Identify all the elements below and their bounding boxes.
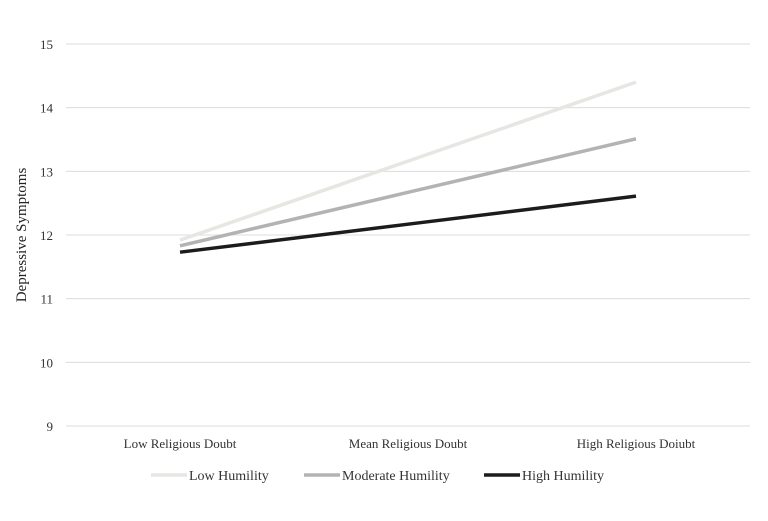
series-line-0: [179, 80, 637, 242]
gridlines: [66, 43, 750, 427]
y-tick-label: 12: [40, 228, 53, 243]
legend-label: Moderate Humility: [342, 469, 450, 484]
legend-item: Low Humility: [151, 469, 269, 484]
y-tick-label: 13: [40, 164, 53, 179]
y-axis-title: Depressive Symptoms: [14, 168, 30, 303]
y-tick-label: 10: [40, 355, 53, 370]
legend: Low Humility Moderate Humility High Humili…: [151, 469, 604, 484]
y-tick-label: 14: [40, 101, 54, 116]
y-tick-labels: 9 10 11 12 13 14 15: [40, 37, 54, 434]
legend-label: Low Humility: [189, 469, 269, 484]
y-tick-label: 9: [47, 419, 54, 434]
x-tick-label: Low Religious Doubt: [124, 436, 237, 451]
legend-item: Moderate Humility: [304, 469, 450, 484]
legend-item: High Humility: [484, 469, 604, 484]
y-tick-label: 15: [40, 37, 53, 52]
x-tick-label: Mean Religious Doubt: [349, 436, 468, 451]
y-tick-label: 11: [40, 292, 53, 307]
legend-label: High Humility: [522, 469, 604, 484]
x-tick-labels: Low Religious Doubt Mean Religious Doubt H…: [124, 436, 696, 451]
x-tick-label: High Religious Doiubt: [577, 436, 696, 451]
series-lines: [179, 80, 637, 254]
series-line-2: [179, 194, 637, 254]
series-line-1: [179, 137, 637, 248]
